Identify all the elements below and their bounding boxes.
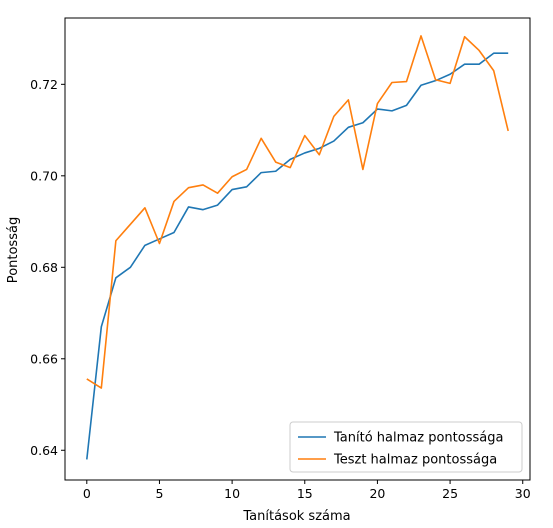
plot-frame: [64, 17, 531, 481]
legend-box: [289, 421, 523, 473]
legend: Tanító halmaz pontossága Teszt halmaz pon…: [289, 421, 523, 473]
legend-label-2: Teszt halmaz pontossága: [333, 453, 497, 468]
y-tick-label: 0.68: [30, 260, 58, 275]
x-tick-label: 5: [155, 486, 163, 501]
y-tick-label: 0.66: [30, 351, 58, 366]
x-axis-label: Tanítások száma: [242, 509, 350, 524]
x-tick-label: 15: [297, 486, 313, 501]
x-tick-label: 10: [224, 486, 240, 501]
axes-layer: 0 5 10 15 20 25 30 0.64 0.66 0.68 0.70 0.72: [30, 17, 531, 501]
series-layer: [86, 35, 509, 460]
x-tick-label: 20: [369, 486, 385, 501]
y-axis-label: Pontosság: [6, 217, 21, 283]
x-tick-label: 25: [442, 486, 458, 501]
y-tick-label: 0.70: [30, 168, 58, 183]
series-line-2: [86, 35, 509, 389]
x-tick-label: 0: [83, 486, 91, 501]
x-tick-label: 30: [515, 486, 531, 501]
y-tick-label: 0.72: [30, 77, 58, 92]
y-tick-label: 0.64: [30, 443, 58, 458]
legend-label-1: Tanító halmaz pontossága: [333, 431, 503, 446]
